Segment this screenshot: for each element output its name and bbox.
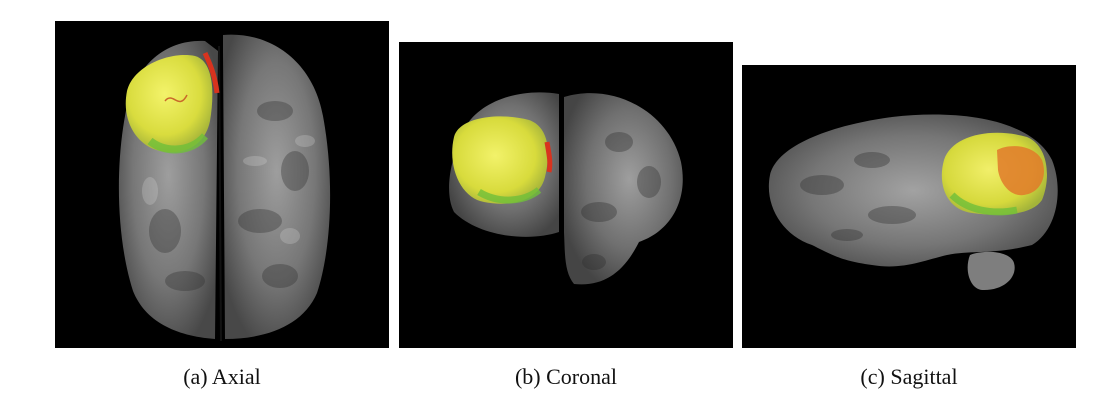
tumor-region [452,116,548,204]
sagittal-brain-render [768,114,1058,291]
coronal-brain-right [564,93,683,285]
axial-brain-render [118,34,331,342]
coronal-brain-render [449,92,683,285]
coronal-view-image [399,42,733,348]
cerebellum-fragment [967,251,1015,291]
caption-coronal: (b) Coronal [514,364,618,389]
right-hemisphere [223,34,331,340]
sagittal-view-image [742,65,1076,348]
vessel [544,141,553,173]
tumor-region [125,55,213,153]
axial-view-image [55,21,389,348]
caption-axial: (a) Axial [183,364,261,389]
caption-sagittal: (c) Sagittal [860,364,958,389]
vessel [202,51,220,94]
orange-region [997,146,1044,196]
